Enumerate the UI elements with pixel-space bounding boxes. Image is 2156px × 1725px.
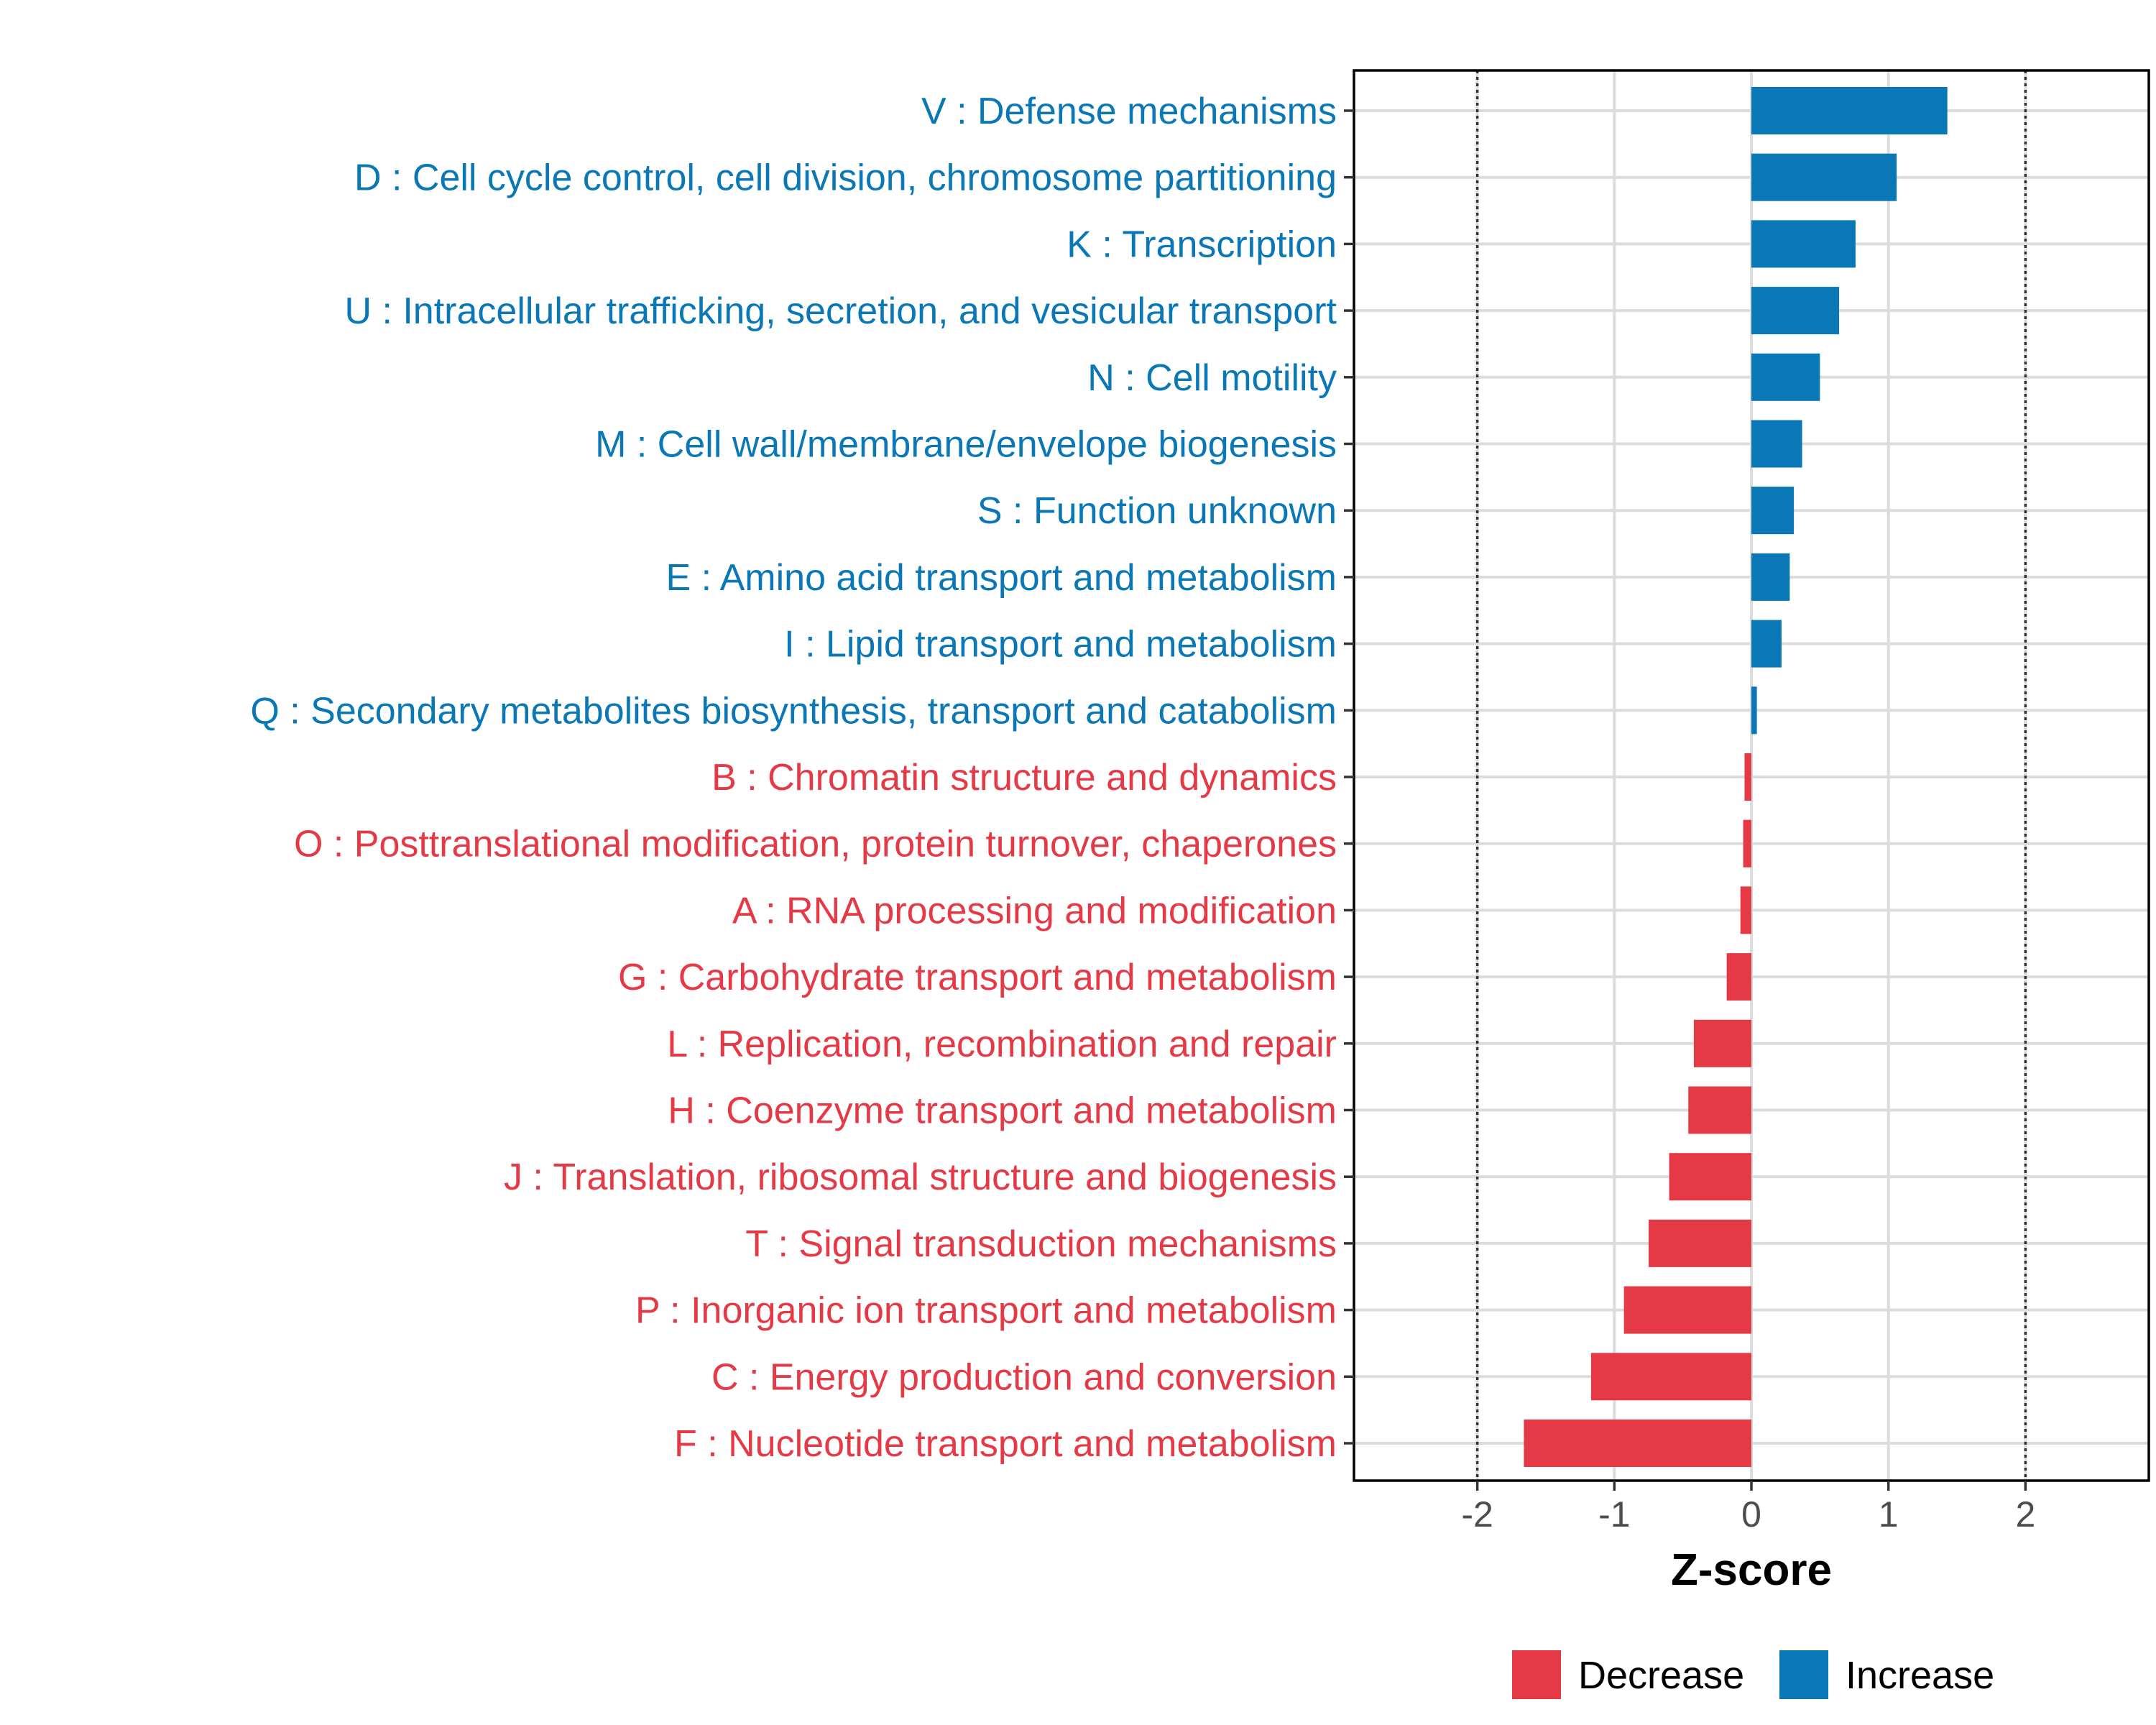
- bar: [1688, 1086, 1751, 1134]
- category-label: E : Amino acid transport and metabolism: [665, 557, 1337, 599]
- category-label: U : Intracellular trafficking, secretion…: [344, 290, 1337, 332]
- bar: [1590, 1353, 1751, 1401]
- bar: [1524, 1420, 1751, 1467]
- bar: [1751, 686, 1757, 735]
- category-label: P : Inorganic ion transport and metaboli…: [635, 1290, 1337, 1332]
- category-label: F : Nucleotide transport and metabolism: [674, 1423, 1337, 1465]
- category-label: G : Carbohydrate transport and metabolis…: [618, 957, 1337, 998]
- legend: Decrease Increase: [1512, 1650, 1994, 1699]
- bar: [1751, 487, 1795, 535]
- category-label: Q : Secondary metabolites biosynthesis, …: [250, 690, 1337, 732]
- bar: [1648, 1219, 1751, 1267]
- bar: [1751, 553, 1790, 601]
- legend-swatch-decrease: [1512, 1650, 1561, 1699]
- category-label: I : Lipid transport and metabolism: [784, 624, 1337, 666]
- category-label: A : RNA processing and modification: [732, 890, 1337, 932]
- x-tick-label: -1: [1598, 1494, 1630, 1535]
- x-tick-label: 0: [1741, 1494, 1761, 1535]
- bar: [1751, 220, 1856, 268]
- legend-swatch-increase: [1779, 1650, 1828, 1699]
- bar: [1744, 753, 1751, 801]
- bar: [1751, 287, 1840, 335]
- category-label: B : Chromatin structure and dynamics: [711, 757, 1337, 799]
- bar: [1693, 1019, 1751, 1067]
- bar: [1751, 353, 1820, 401]
- category-label: D : Cell cycle control, cell division, c…: [354, 157, 1337, 199]
- label-layer: V : Defense mechanisms D : Cell cycle con…: [250, 91, 1354, 1465]
- x-tick-label: -2: [1461, 1494, 1493, 1535]
- bar: [1751, 420, 1802, 468]
- x-axis-title: Z-score: [1671, 1545, 1832, 1595]
- category-label: N : Cell motility: [1087, 357, 1337, 399]
- category-label: C : Energy production and conversion: [711, 1356, 1337, 1398]
- x-tick-label: 1: [1879, 1494, 1899, 1535]
- category-label: O : Posttranslational modification, prot…: [294, 824, 1337, 865]
- legend-label-decrease: Decrease: [1578, 1654, 1744, 1697]
- category-label: T : Signal transduction mechanisms: [745, 1223, 1337, 1265]
- bar: [1751, 153, 1897, 201]
- bar: [1740, 886, 1751, 934]
- legend-label-increase: Increase: [1846, 1654, 1994, 1697]
- category-label: H : Coenzyme transport and metabolism: [668, 1090, 1337, 1132]
- x-tick-label: 2: [2015, 1494, 2035, 1535]
- category-label: K : Transcription: [1067, 224, 1337, 265]
- bar: [1669, 1153, 1751, 1201]
- x-axis: -2 -1 0 1 2: [1461, 1481, 2035, 1535]
- bar: [1751, 620, 1782, 668]
- category-label: V : Defense mechanisms: [921, 91, 1337, 132]
- category-label: L : Replication, recombination and repai…: [667, 1024, 1337, 1065]
- category-label: S : Function unknown: [977, 490, 1337, 532]
- bar: [1743, 819, 1751, 868]
- category-label: J : Translation, ribosomal structure and…: [504, 1156, 1337, 1198]
- bar: [1623, 1286, 1751, 1334]
- bar: [1751, 87, 1948, 134]
- bar-layer: [1524, 87, 1948, 1467]
- bar: [1726, 953, 1751, 1001]
- category-label: M : Cell wall/membrane/envelope biogenes…: [595, 424, 1337, 466]
